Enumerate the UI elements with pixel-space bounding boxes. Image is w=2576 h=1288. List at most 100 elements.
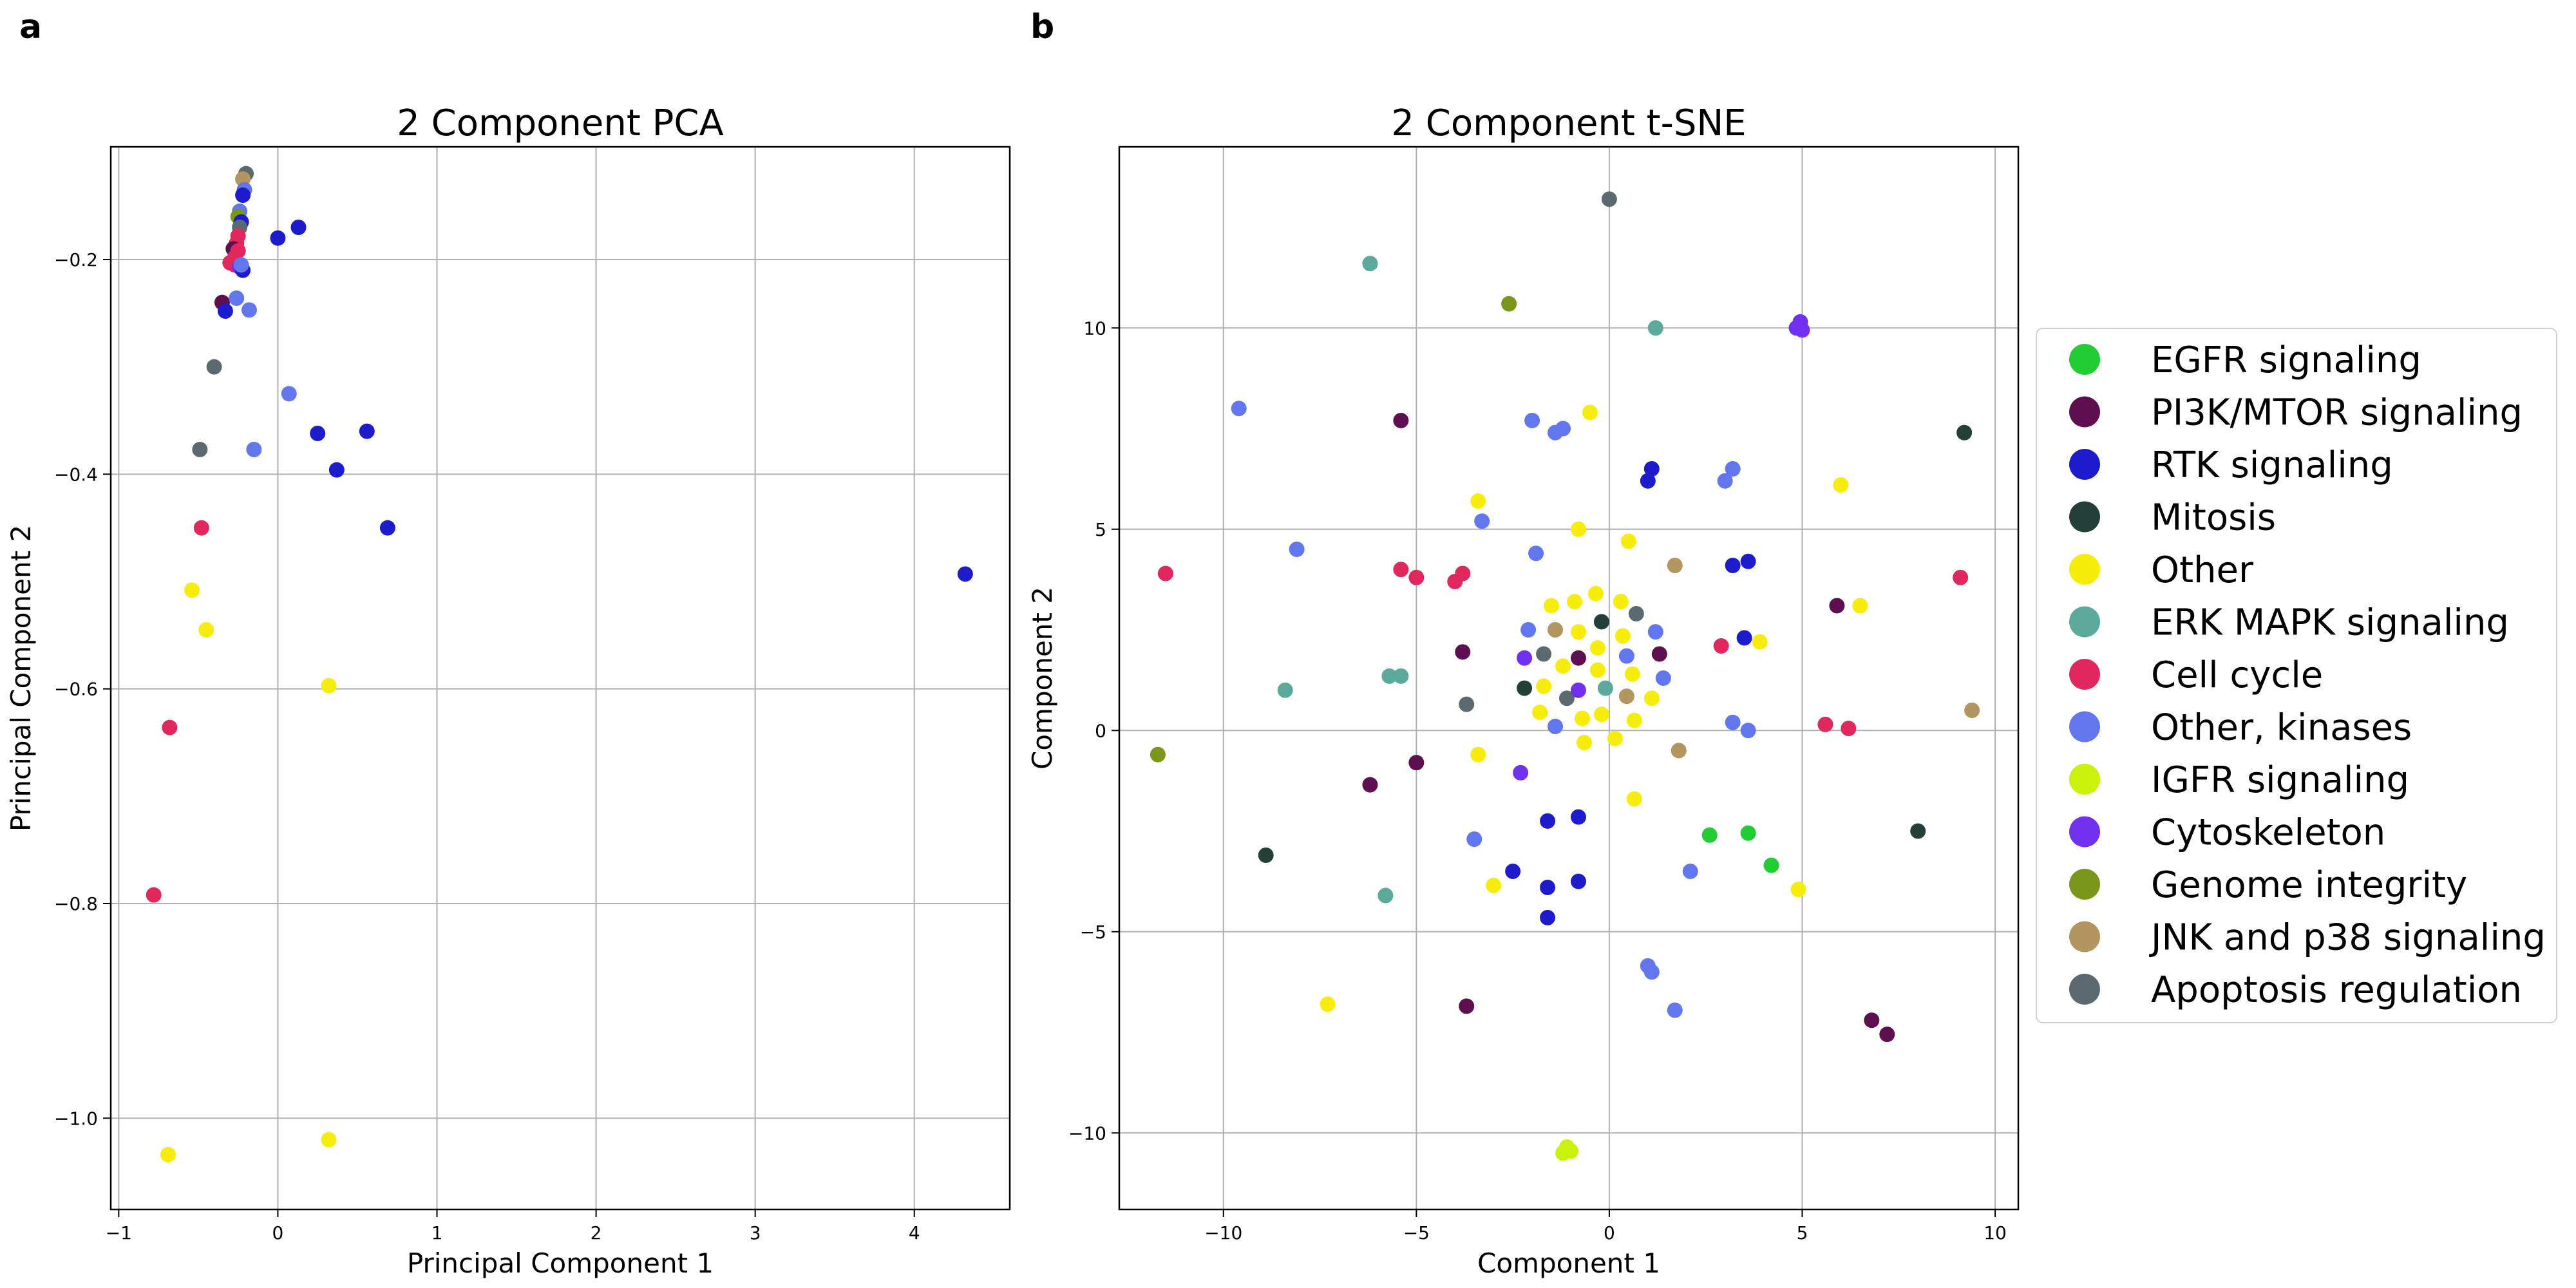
tsne-point-70 <box>1643 690 1660 706</box>
tsne-point-30 <box>1667 558 1683 573</box>
legend-marker-10 <box>2069 869 2100 900</box>
legend-marker-2 <box>2069 449 2100 480</box>
tsne-point-98 <box>1763 857 1779 873</box>
tsne-point-75 <box>1593 706 1609 723</box>
pca-point-29 <box>246 442 262 457</box>
legend-label-4: Other <box>2151 549 2254 591</box>
tsne-point-35 <box>1852 598 1868 614</box>
tsne-point-60 <box>1655 670 1671 686</box>
tsne-point-36 <box>1544 598 1560 614</box>
panel-label-b: b <box>1030 8 1055 46</box>
tsne-point-34 <box>1829 598 1845 614</box>
tsne-point-14 <box>1643 461 1660 477</box>
legend-marker-9 <box>2069 816 2100 848</box>
tsne-xtick-label-3: 5 <box>1797 1222 1808 1244</box>
legend-label-8: IGFR signaling <box>2151 759 2409 801</box>
tsne-point-37 <box>1566 594 1582 610</box>
pca-ylabel: Principal Component 2 <box>5 525 37 831</box>
tsne-point-71 <box>1459 696 1475 712</box>
pca-point-24 <box>206 359 222 375</box>
tsne-point-22 <box>1620 533 1636 549</box>
pca-point-31 <box>379 520 395 536</box>
tsne-point-112 <box>1864 1012 1880 1028</box>
legend-marker-3 <box>2069 501 2100 533</box>
tsne-point-79 <box>1817 716 1833 732</box>
tsne-point-74 <box>1574 710 1590 726</box>
tsne-point-46 <box>1647 624 1663 640</box>
tsne-point-95 <box>1910 823 1926 839</box>
legend-label-3: Mitosis <box>2151 497 2276 539</box>
legend-marker-4 <box>2069 554 2100 585</box>
legend: EGFR signaling PI3K/MTOR signaling RTK sig… <box>2036 328 2557 1023</box>
tsne-point-20 <box>1474 513 1490 529</box>
tsne-point-77 <box>1725 714 1741 730</box>
tsne-point-63 <box>1393 668 1409 684</box>
pca-point-28 <box>192 442 208 457</box>
tsne-point-69 <box>1618 688 1634 705</box>
legend-marker-12 <box>2069 974 2100 1005</box>
tsne-point-99 <box>1505 864 1521 879</box>
pca-xlabel: Principal Component 1 <box>407 1247 714 1279</box>
legend-label-5: ERK MAPK signaling <box>2151 602 2509 644</box>
tsne-point-0 <box>1601 191 1617 207</box>
tsne-point-27 <box>1408 569 1425 585</box>
tsne-point-15 <box>1640 473 1656 489</box>
tsne-ytick-label-4: 10 <box>1083 317 1106 339</box>
pca-point-17 <box>233 257 249 273</box>
pca-point-18 <box>270 230 286 246</box>
legend-label-7: Other, kinases <box>2151 707 2412 749</box>
tsne-point-116 <box>1555 1145 1571 1161</box>
tsne-point-89 <box>1513 764 1529 781</box>
tsne-point-40 <box>1628 606 1644 621</box>
legend-marker-1 <box>2069 396 2100 428</box>
tsne-point-76 <box>1626 712 1642 728</box>
pca-xtick-label-3: 2 <box>591 1222 602 1244</box>
pca-ytick-label-0: −1.0 <box>54 1108 98 1129</box>
tsne-point-110 <box>1459 998 1475 1014</box>
tsne-point-83 <box>1607 730 1623 746</box>
pca-ytick-label-4: −0.2 <box>54 249 98 270</box>
tsne-ytick-label-3: 5 <box>1095 519 1106 540</box>
tsne-point-18 <box>1833 477 1849 493</box>
tsne-point-16 <box>1725 461 1741 477</box>
tsne-point-87 <box>1671 743 1687 759</box>
tsne-point-13 <box>1555 421 1571 437</box>
tsne-point-45 <box>1615 628 1631 644</box>
pca-point-36 <box>321 677 337 694</box>
tsne-point-54 <box>1651 646 1667 662</box>
pca-ytick-label-3: −0.4 <box>54 464 98 485</box>
pca-point-33 <box>184 582 200 598</box>
tsne-point-66 <box>1559 690 1575 706</box>
tsne-point-25 <box>1157 565 1173 582</box>
tsne-point-42 <box>1520 622 1537 638</box>
pca-xtick-label-1: 0 <box>272 1222 284 1244</box>
tsne-point-47 <box>1713 638 1729 654</box>
legend-label-10: Genome integrity <box>2151 864 2467 906</box>
tsne-point-55 <box>1517 650 1533 666</box>
legend-label-1: PI3K/MTOR signaling <box>2151 392 2523 434</box>
legend-label-11: JNK and p38 signaling <box>2149 917 2546 959</box>
pca-chart: −1 0 1 2 3 4 −1.0 −0.8 −0.6 −0.4 −0.2 2 Component P… <box>5 102 1011 1279</box>
pca-xtick-label-0: −1 <box>106 1222 132 1244</box>
tsne-point-48 <box>1736 630 1752 646</box>
tsne-point-23 <box>1289 542 1305 557</box>
pca-point-26 <box>310 426 326 441</box>
legend-label-0: EGFR signaling <box>2151 339 2421 381</box>
tsne-point-33 <box>1953 569 1969 585</box>
tsne-ytick-label-0: −10 <box>1068 1122 1106 1144</box>
tsne-point-21 <box>1570 521 1586 537</box>
tsne-point-58 <box>1589 662 1605 678</box>
tsne-point-64 <box>1517 680 1533 696</box>
tsne-xtick-label-4: 10 <box>1984 1222 2007 1244</box>
tsne-point-62 <box>1381 668 1397 684</box>
legend-marker-7 <box>2069 711 2100 743</box>
tsne-point-11 <box>1524 413 1540 428</box>
tsne-point-52 <box>1589 640 1605 656</box>
legend-label-6: Cell cycle <box>2151 654 2323 696</box>
pca-point-35 <box>957 566 973 582</box>
tsne-xtick-label-1: −5 <box>1403 1222 1430 1244</box>
tsne-point-73 <box>1548 719 1564 734</box>
legend-label-2: RTK signaling <box>2151 444 2393 486</box>
legend-marker-0 <box>2069 344 2100 375</box>
